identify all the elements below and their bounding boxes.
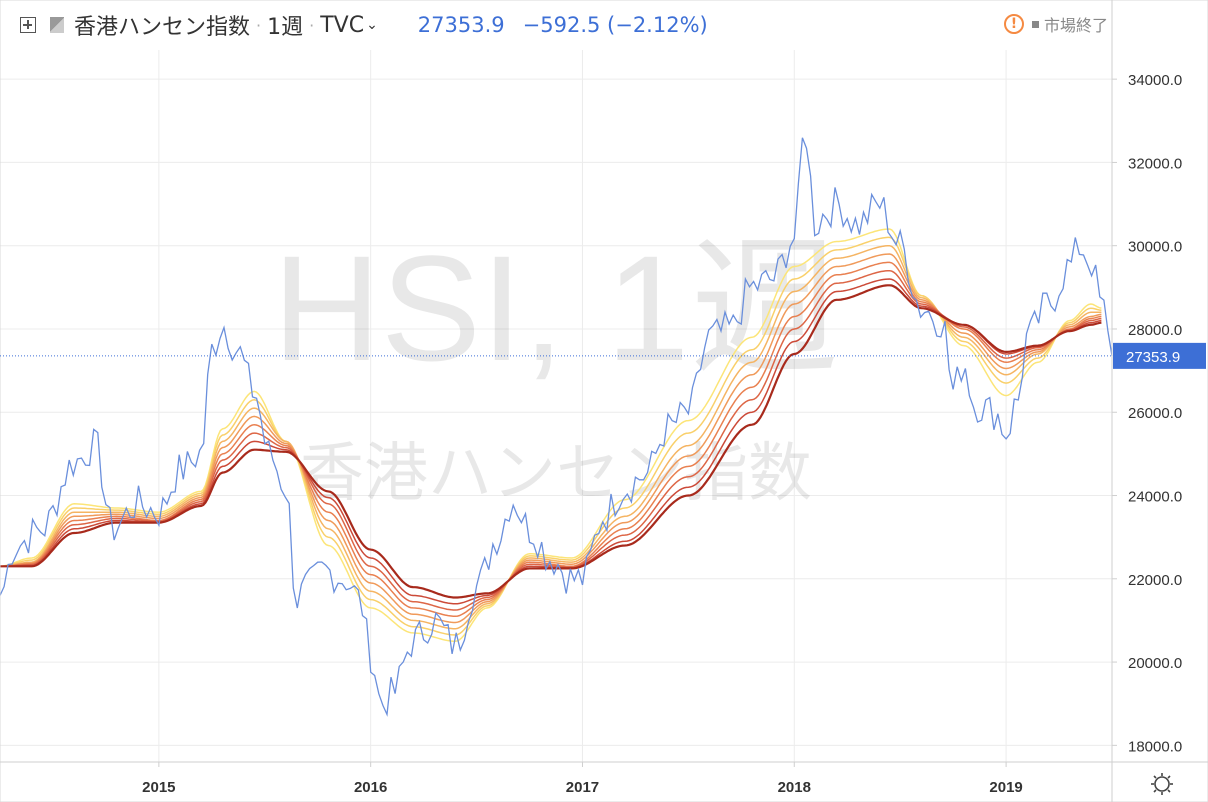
warning-icon[interactable]: ! xyxy=(1003,14,1024,34)
status-square-icon xyxy=(1031,20,1039,28)
source[interactable]: TVC xyxy=(320,12,365,38)
x-tick-label: 2016 xyxy=(354,779,387,796)
x-tick-label: 2015 xyxy=(142,779,175,796)
price-line xyxy=(0,137,1113,717)
y-tick-label: 22000.0 xyxy=(1128,572,1182,589)
watermark-symbol: HSI, 1週 xyxy=(273,224,840,392)
series-layer xyxy=(0,137,1113,717)
add-plus-icon[interactable] xyxy=(20,17,36,33)
y-tick-label: 32000.0 xyxy=(1128,155,1182,172)
y-tick-label: 34000.0 xyxy=(1128,72,1182,89)
y-tick-label: 30000.0 xyxy=(1128,239,1182,256)
grid xyxy=(0,50,1112,762)
price-change: −592.5 (−2.12%) xyxy=(522,13,708,37)
x-tick-label: 2019 xyxy=(989,779,1022,796)
flag-icon[interactable] xyxy=(50,17,64,33)
separator-dot: · xyxy=(309,15,315,35)
interval[interactable]: 1週 xyxy=(267,15,304,40)
separator-dot: · xyxy=(256,15,262,35)
y-tick-label: 28000.0 xyxy=(1128,322,1182,339)
x-tick-label: 2018 xyxy=(778,779,811,796)
last-price: 27353.9 xyxy=(417,13,505,37)
y-tick-label: 26000.0 xyxy=(1128,405,1182,422)
chevron-down-icon[interactable]: ⌄ xyxy=(366,17,378,33)
market-status: ! 市場終了 xyxy=(1003,12,1108,36)
ema-ribbon-line xyxy=(0,236,1102,636)
x-tick-label: 2017 xyxy=(566,779,599,796)
last-price-tag xyxy=(1113,342,1206,369)
settings-gear-icon[interactable] xyxy=(1151,773,1173,795)
y-tick-label: 20000.0 xyxy=(1128,655,1182,672)
y-tick-label: 18000.0 xyxy=(1128,738,1182,755)
last-price-label: 27353.9 xyxy=(1126,349,1180,366)
symbol-name[interactable]: 香港ハンセン指数 xyxy=(74,15,251,40)
ema-ribbon-line xyxy=(0,244,1102,630)
market-status-label: 市場終了 xyxy=(1043,16,1108,35)
y-tick-label: 24000.0 xyxy=(1128,489,1182,506)
watermark-name: 香港ハンセン指数 xyxy=(300,437,812,511)
chart-header: 香港ハンセン指数 · 1週 · TVC ⌄ 27353.9 −592.5 (−2… xyxy=(0,0,1112,50)
